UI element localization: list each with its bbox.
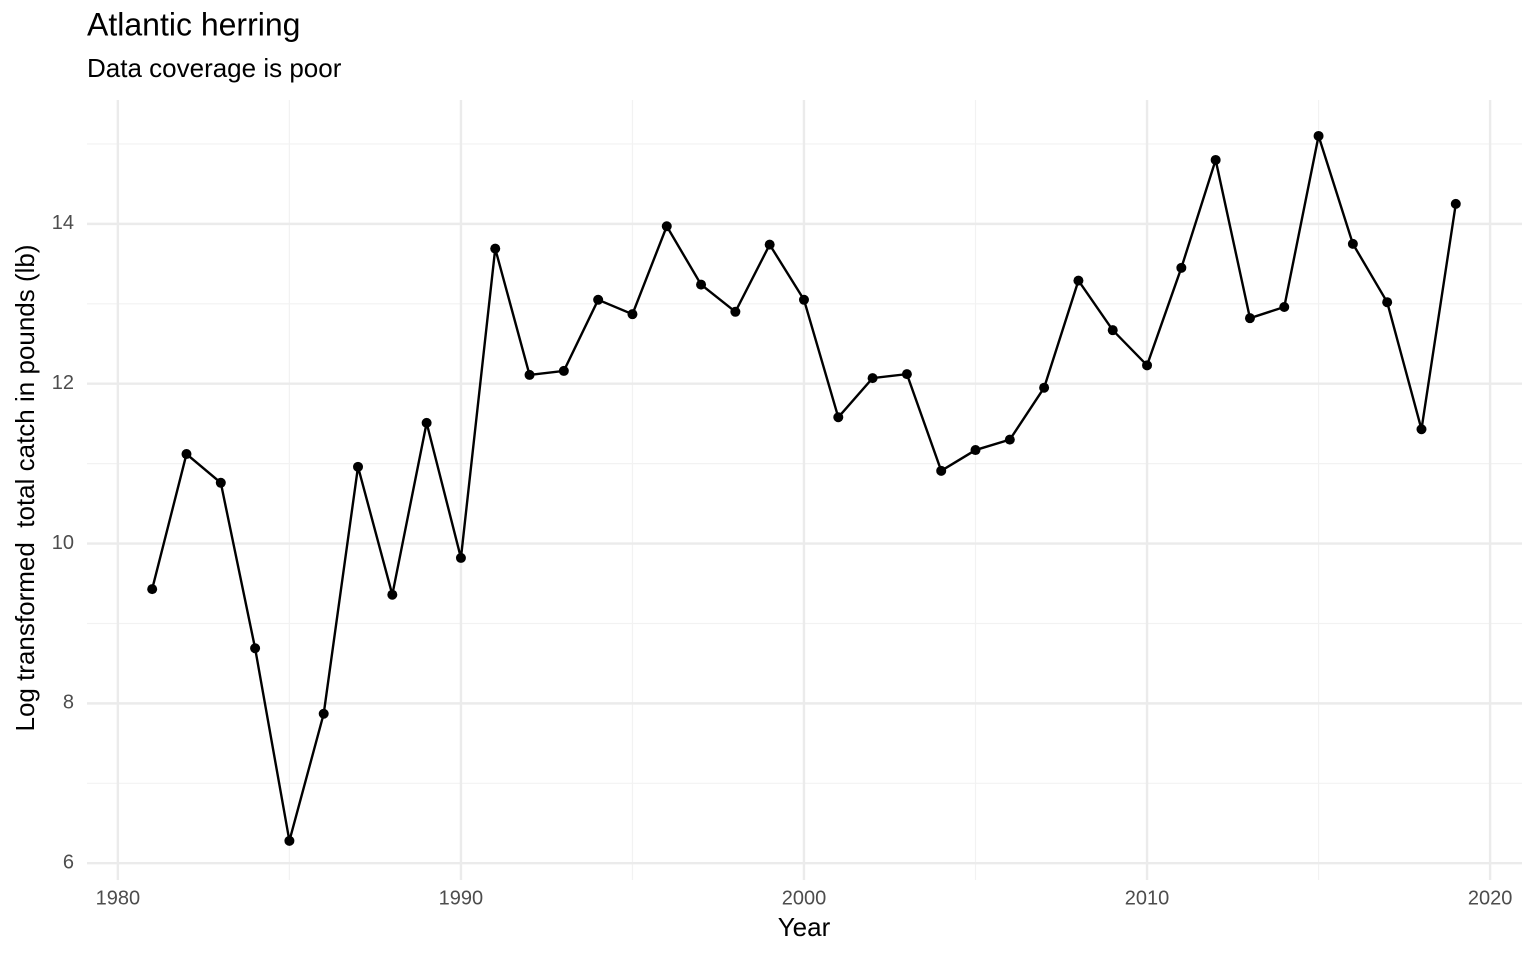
point xyxy=(1416,424,1427,435)
point xyxy=(1313,130,1324,141)
point xyxy=(455,552,466,563)
point xyxy=(1244,313,1255,324)
chart-title: Atlantic herring xyxy=(87,6,300,42)
point xyxy=(1382,297,1393,308)
point xyxy=(1107,325,1118,336)
y-tick-label: 14 xyxy=(52,212,74,234)
point xyxy=(1176,262,1187,273)
y-axis-label: Log transformed total catch in pounds (l… xyxy=(10,244,40,731)
point xyxy=(1073,275,1084,286)
point xyxy=(318,708,329,719)
point xyxy=(250,643,261,654)
chart-subtitle: Data coverage is poor xyxy=(87,53,342,83)
point xyxy=(833,412,844,423)
point xyxy=(661,221,672,232)
point xyxy=(970,445,981,456)
point xyxy=(1347,238,1358,249)
y-tick-label: 8 xyxy=(63,692,74,714)
x-tick-label: 2010 xyxy=(1125,887,1170,909)
x-tick-label: 1990 xyxy=(439,887,484,909)
point xyxy=(284,835,295,846)
y-tick-label: 6 xyxy=(63,851,74,873)
x-axis-label: Year xyxy=(778,912,831,942)
point xyxy=(181,449,192,460)
point xyxy=(627,309,638,320)
point xyxy=(1142,360,1153,371)
point xyxy=(558,365,569,376)
point xyxy=(696,279,707,290)
point xyxy=(798,294,809,305)
point xyxy=(147,584,158,595)
point xyxy=(421,417,432,428)
y-tick-label: 12 xyxy=(52,372,74,394)
point xyxy=(936,465,947,476)
point xyxy=(867,373,878,384)
point xyxy=(1450,198,1461,209)
point xyxy=(387,589,398,600)
point xyxy=(1210,154,1221,165)
y-tick-label: 10 xyxy=(52,532,74,554)
point xyxy=(1004,434,1015,445)
x-tick-label: 2000 xyxy=(782,887,827,909)
point xyxy=(593,294,604,305)
point xyxy=(1039,382,1050,393)
point xyxy=(1279,301,1290,312)
point xyxy=(764,239,775,250)
point xyxy=(215,477,226,488)
point xyxy=(901,369,912,380)
x-tick-label: 1980 xyxy=(96,887,141,909)
point xyxy=(524,369,535,380)
point xyxy=(490,243,501,254)
point xyxy=(730,306,741,317)
point xyxy=(353,461,364,472)
x-tick-label: 2020 xyxy=(1468,887,1513,909)
